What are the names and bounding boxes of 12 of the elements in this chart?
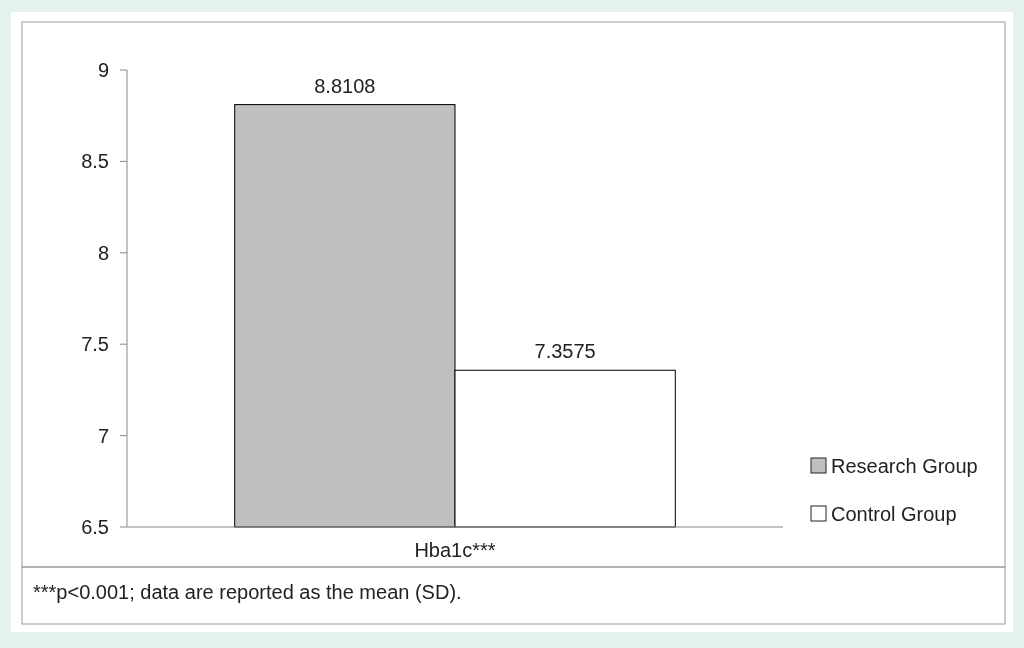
data-label: 8.8108 xyxy=(314,74,376,97)
legend-label: Research Group xyxy=(831,455,978,477)
y-tick-label: 6.5 xyxy=(81,516,109,538)
text: ***p<0.001; data are reported as the mean (SD). xyxy=(33,581,462,603)
text: Control Group xyxy=(831,503,957,525)
y-tick-label: 7.5 xyxy=(81,333,109,356)
y-tick-label: 9 xyxy=(97,59,109,81)
x-tick-label: Hba1c*** xyxy=(414,539,496,561)
y-tick-label: 8 xyxy=(97,241,109,264)
data-label: 7.3575 xyxy=(534,340,596,363)
y-tick-label: 7 xyxy=(97,424,109,447)
y-tick-label: 8.5 xyxy=(81,150,109,173)
